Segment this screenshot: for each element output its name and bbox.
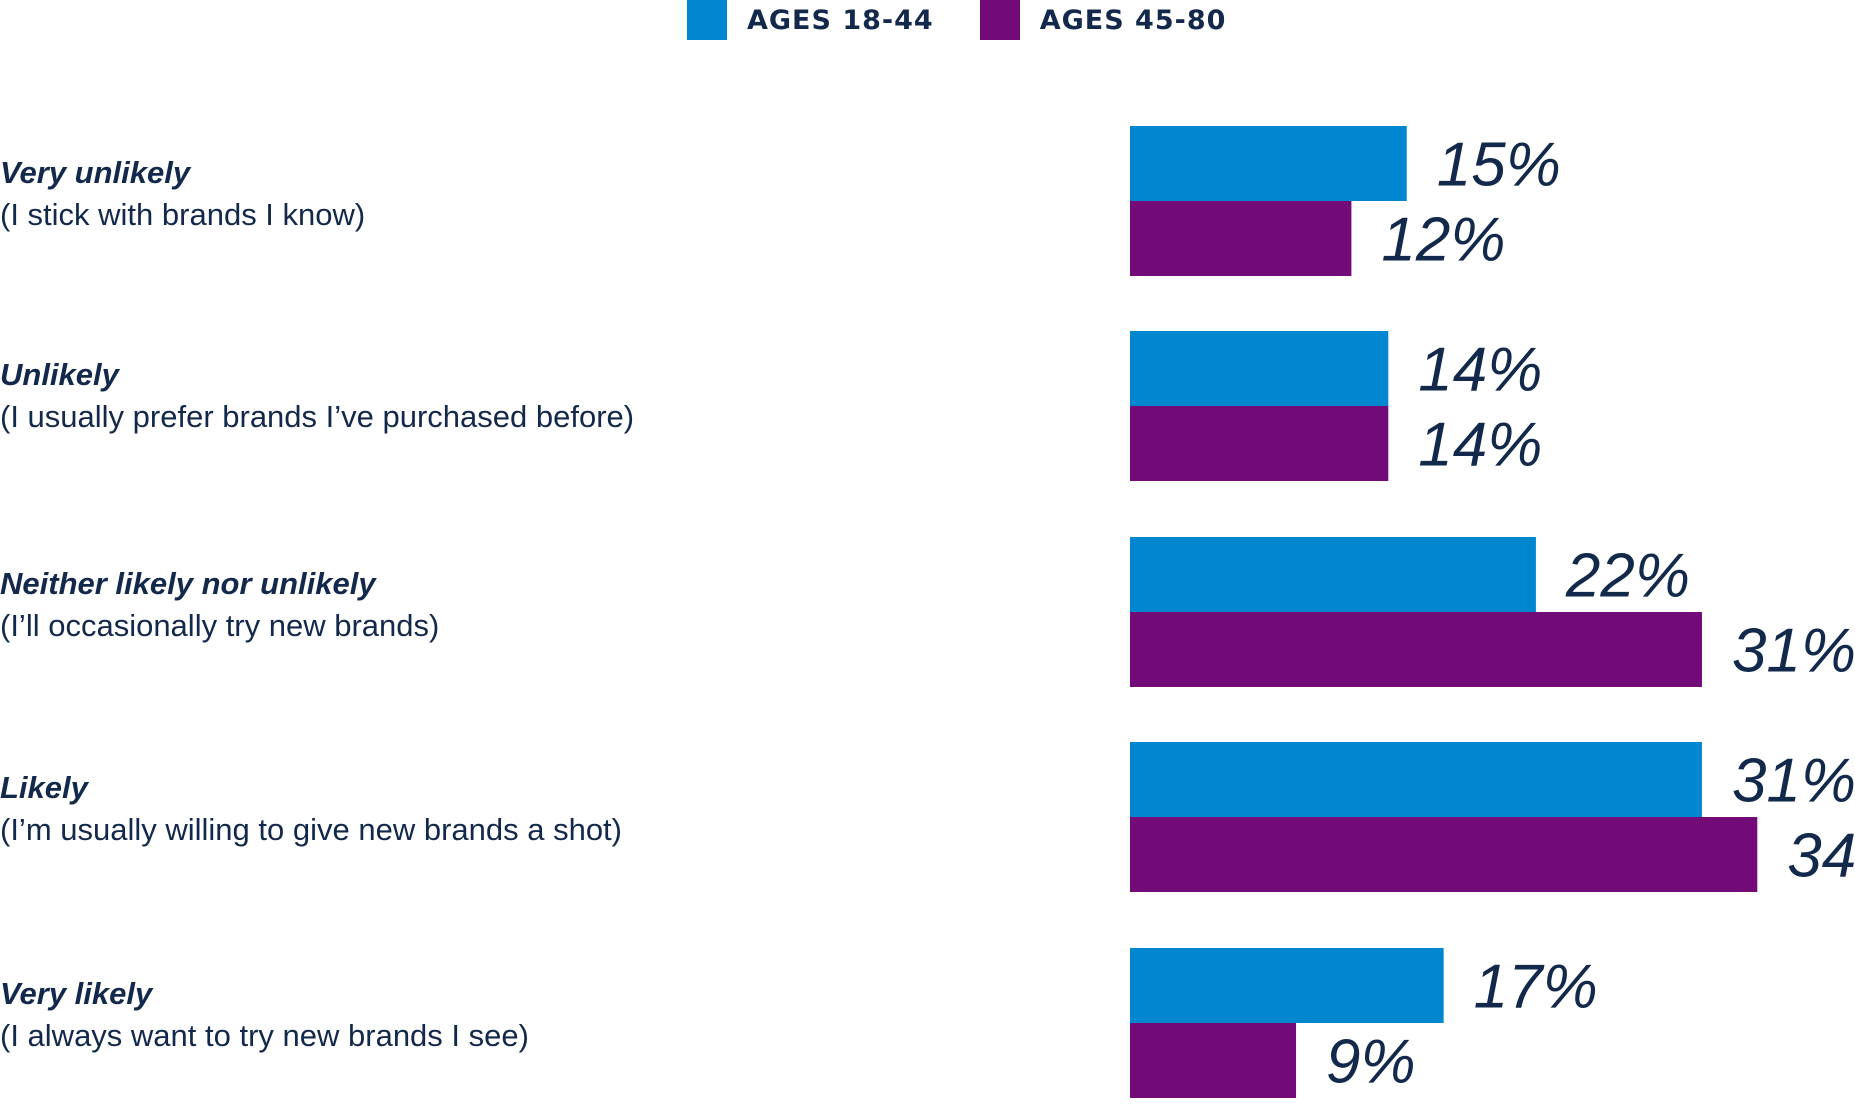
category-title: Likely [0,770,88,805]
category-label-very-likely: Very likely (I always want to try new br… [0,973,1000,1057]
category-subtitle: (I’ll occasionally try new brands) [0,608,440,643]
data-label-unlikely-ages-18-44: 14% [1418,336,1542,405]
bar-unlikely-ages-45-80 [1130,406,1389,481]
legend-label-ages-18-44: AGES 18-44 [747,4,934,36]
legend-label-ages-45-80: AGES 45-80 [1039,4,1227,36]
data-label-very-unlikely-ages-18-44: 15% [1437,131,1561,200]
legend-item-ages-45-80: AGES 45-80 [979,0,1227,40]
category-label-unlikely: Unlikely (I usually prefer brands I’ve p… [0,354,1000,438]
data-label-unlikely-ages-45-80: 14% [1418,411,1542,480]
data-label-neither-ages-18-44: 22% [1565,542,1690,611]
bar-neither-ages-45-80 [1130,612,1702,687]
bar-very-likely-ages-18-44 [1130,948,1444,1023]
bar-unlikely-ages-18-44 [1130,331,1389,406]
legend-swatch-ages-45-80 [979,0,1020,40]
category-title: Neither likely nor unlikely [0,566,376,601]
category-subtitle: (I always want to try new brands I see) [0,1018,529,1053]
bar-likely-ages-45-80 [1130,817,1758,892]
chart-legend: AGES 18-44 AGES 45-80 [687,0,1272,40]
data-label-very-likely-ages-18-44: 17% [1474,953,1598,1022]
data-label-very-likely-ages-45-80: 9% [1326,1028,1416,1097]
category-label-very-unlikely: Very unlikely (I stick with brands I kno… [0,152,1000,236]
data-label-very-unlikely-ages-45-80: 12% [1381,206,1505,275]
category-subtitle: (I’m usually willing to give new brands … [0,812,622,847]
legend-item-ages-18-44: AGES 18-44 [687,0,934,40]
bar-neither-ages-18-44 [1130,537,1536,612]
bar-very-unlikely-ages-45-80 [1130,201,1352,276]
data-label-likely-ages-45-80: 34% [1787,822,1855,891]
bar-likely-ages-18-44 [1130,742,1702,817]
data-label-likely-ages-18-44: 31% [1732,747,1855,816]
category-label-neither: Neither likely nor unlikely (I’ll occasi… [0,563,1000,647]
category-title: Very likely [0,976,153,1011]
bar-very-unlikely-ages-18-44 [1130,126,1407,201]
category-label-likely: Likely (I’m usually willing to give new … [0,767,1000,851]
category-title: Unlikely [0,357,119,392]
data-label-neither-ages-45-80: 31% [1732,617,1855,686]
category-subtitle: (I stick with brands I know) [0,197,366,232]
bar-very-likely-ages-45-80 [1130,1023,1297,1098]
legend-swatch-ages-18-44 [687,0,727,40]
category-title: Very unlikely [0,155,191,190]
category-subtitle: (I usually prefer brands I’ve purchased … [0,399,635,434]
